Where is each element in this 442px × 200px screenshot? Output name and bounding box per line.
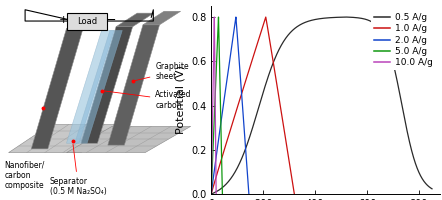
Polygon shape <box>66 15 104 29</box>
0.5 A/g <box>331 16 336 19</box>
2.0 A/g <box>209 193 214 195</box>
0.5 A/g <box>343 16 349 18</box>
1.0 A/g <box>273 74 278 77</box>
Line: 5.0 A/g: 5.0 A/g <box>211 17 222 194</box>
5.0 A/g <box>218 105 223 107</box>
Polygon shape <box>75 30 122 143</box>
10.0 A/g <box>209 193 214 195</box>
1.0 A/g <box>209 193 214 195</box>
Polygon shape <box>108 25 160 145</box>
Y-axis label: Potential (V): Potential (V) <box>175 66 186 134</box>
0.5 A/g <box>429 188 434 190</box>
Text: Activated
carbon: Activated carbon <box>104 90 192 110</box>
0.5 A/g <box>387 50 392 53</box>
10.0 A/g <box>213 193 219 195</box>
Text: Graphite
sheet: Graphite sheet <box>135 62 189 81</box>
5.0 A/g <box>216 16 221 18</box>
Polygon shape <box>116 13 154 27</box>
10.0 A/g <box>212 74 217 77</box>
1.0 A/g <box>278 105 283 107</box>
10.0 A/g <box>212 16 217 18</box>
Polygon shape <box>81 27 133 143</box>
0.5 A/g <box>209 193 214 195</box>
FancyBboxPatch shape <box>68 13 107 30</box>
Polygon shape <box>66 30 114 143</box>
1.0 A/g <box>236 100 242 102</box>
2.0 A/g <box>231 32 236 34</box>
5.0 A/g <box>211 128 217 130</box>
Text: +: + <box>59 15 68 25</box>
Line: 10.0 A/g: 10.0 A/g <box>211 17 216 194</box>
Polygon shape <box>66 126 191 153</box>
0.5 A/g <box>359 17 364 20</box>
10.0 A/g <box>210 100 216 102</box>
Line: 1.0 A/g: 1.0 A/g <box>211 17 294 194</box>
1.0 A/g <box>228 128 233 130</box>
2.0 A/g <box>233 16 239 18</box>
Text: Load: Load <box>77 17 97 26</box>
Polygon shape <box>8 124 123 153</box>
Text: Nanofiber/
carbon
composite: Nanofiber/ carbon composite <box>4 160 45 190</box>
Legend: 0.5 A/g, 1.0 A/g, 2.0 A/g, 5.0 A/g, 10.0 A/g: 0.5 A/g, 1.0 A/g, 2.0 A/g, 5.0 A/g, 10.0… <box>371 11 435 70</box>
Line: 0.5 A/g: 0.5 A/g <box>211 17 432 194</box>
1.0 A/g <box>263 16 268 18</box>
2.0 A/g <box>217 128 223 130</box>
10.0 A/g <box>212 47 217 49</box>
5.0 A/g <box>217 47 222 49</box>
2.0 A/g <box>236 47 241 49</box>
Text: Separator
(0.5 M Na₂SO₄): Separator (0.5 M Na₂SO₄) <box>50 144 107 196</box>
1.0 A/g <box>258 32 263 34</box>
0.5 A/g <box>278 45 283 47</box>
10.0 A/g <box>210 128 215 130</box>
1.0 A/g <box>292 193 297 195</box>
2.0 A/g <box>240 105 245 107</box>
Polygon shape <box>143 11 181 25</box>
5.0 A/g <box>215 32 221 34</box>
5.0 A/g <box>209 193 214 195</box>
1.0 A/g <box>268 47 274 49</box>
5.0 A/g <box>220 193 225 195</box>
Line: 2.0 A/g: 2.0 A/g <box>211 17 249 194</box>
2.0 A/g <box>238 74 243 77</box>
Text: −: − <box>106 14 116 27</box>
Polygon shape <box>31 29 83 149</box>
5.0 A/g <box>217 74 222 77</box>
2.0 A/g <box>221 100 227 102</box>
10.0 A/g <box>211 32 217 34</box>
2.0 A/g <box>246 193 251 195</box>
10.0 A/g <box>213 105 218 107</box>
5.0 A/g <box>212 100 217 102</box>
0.5 A/g <box>373 23 378 25</box>
0.5 A/g <box>256 105 262 107</box>
